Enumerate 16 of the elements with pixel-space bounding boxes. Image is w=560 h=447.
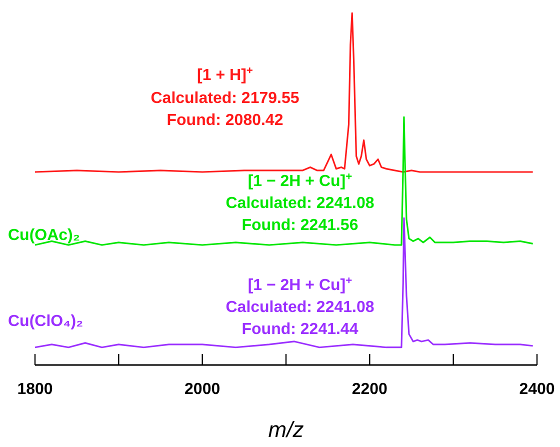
annotation: [1 + H]$^{+}$ [197,65,254,84]
series-label: Cu(ClO₄)₂ [8,313,84,330]
x-tick-label: 2400 [519,381,555,398]
x-tick-label: 2000 [184,381,220,398]
annotation: [1 − 2H + Cu]$^{+}$ [248,275,353,294]
annotation: Calculated: 2241.08 [226,195,374,212]
x-tick-label: 1800 [17,381,53,398]
series-label: Cu(OAc)₂ [8,227,80,244]
annotation: Calculated: 2179.55 [150,90,300,107]
annotation: [1 − 2H + Cu]$^{+}$ [248,171,353,190]
annotation: Found: 2241.44 [242,321,358,338]
x-tick-label: 2200 [352,381,388,398]
annotation: Found: 2080.42 [166,112,284,129]
annotation: Found: 2241.56 [242,217,358,234]
annotation: Calculated: 2241.08 [226,299,374,316]
x-axis-title: m/z [268,417,304,442]
